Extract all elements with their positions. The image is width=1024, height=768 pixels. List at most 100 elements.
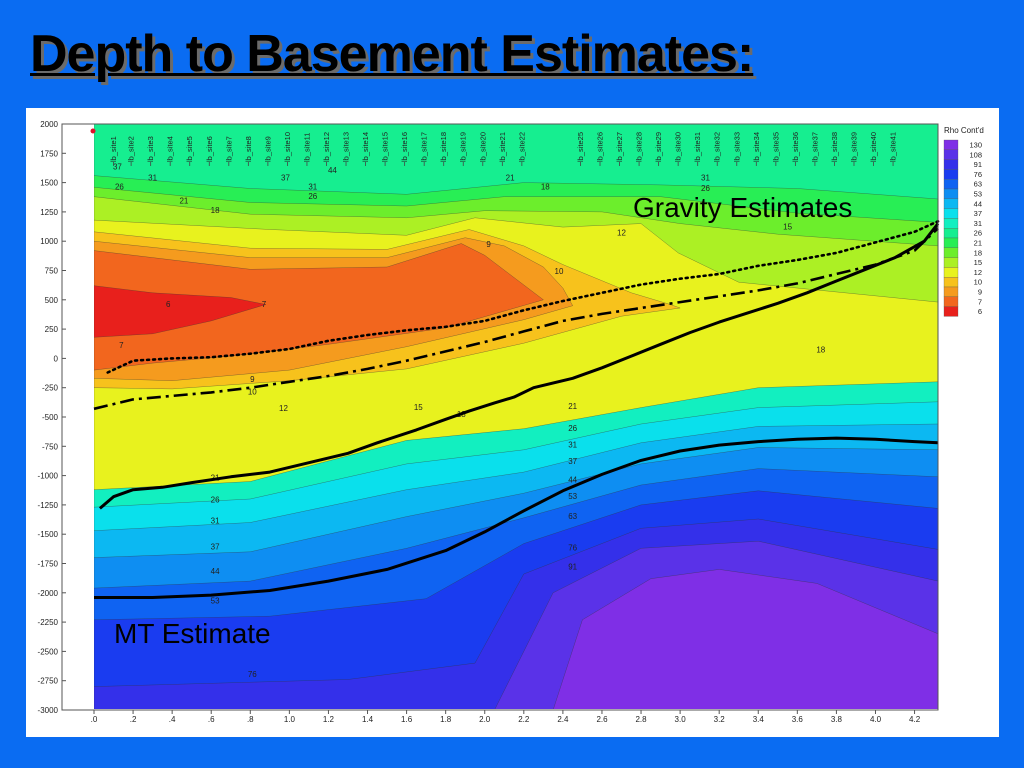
contour-label: 9 xyxy=(250,375,255,384)
y-tick-label: -1000 xyxy=(38,472,59,481)
y-tick-label: 750 xyxy=(45,267,59,276)
x-tick-label: 2.2 xyxy=(518,715,530,724)
x-tick-label: 2.6 xyxy=(596,715,608,724)
station-label: lb_site7 xyxy=(224,136,233,162)
station-label: lb_site17 xyxy=(420,132,429,162)
legend-label: 12 xyxy=(974,268,982,277)
x-tick-label: 4.0 xyxy=(870,715,882,724)
x-tick-label: 1.2 xyxy=(323,715,335,724)
legend-title: Rho Cont'd xyxy=(944,126,984,135)
station-label: lb_site19 xyxy=(459,132,468,162)
y-tick-label: -1500 xyxy=(38,530,59,539)
x-axis: .0 .2 .4 .6 .8 1.0 1.2 1.4 1.6 1.8 2.0 2.2 2.4 2.6 2.8… xyxy=(91,710,921,724)
contour-label: 12 xyxy=(279,404,288,413)
contour-label: 15 xyxy=(414,403,423,412)
legend-label: 6 xyxy=(978,307,982,316)
contour-label: 21 xyxy=(568,402,577,411)
contour-label: 10 xyxy=(248,388,257,397)
legend-label: 76 xyxy=(974,170,982,179)
station-label: lb_site37 xyxy=(810,132,819,162)
y-tick-label: -1250 xyxy=(38,501,59,510)
series-line-dotted-2 xyxy=(106,220,940,374)
legend: Rho Cont'd130108917663534437312621181512… xyxy=(943,126,984,317)
station-label: lb_site11 xyxy=(303,133,312,162)
legend-label: 108 xyxy=(969,150,982,159)
legend-label: 37 xyxy=(974,209,982,218)
x-tick-label: 2.4 xyxy=(557,715,569,724)
station-label: lb_site32 xyxy=(713,132,722,162)
series-line-dashdot-1 xyxy=(93,227,939,411)
legend-swatch xyxy=(943,286,959,297)
station-label: lb_site16 xyxy=(400,132,409,162)
station-label: lb_site31 xyxy=(693,132,702,162)
legend-swatch xyxy=(943,247,959,258)
legend-swatch xyxy=(943,296,959,307)
station-label: lb_site29 xyxy=(654,132,663,162)
station-label: lb_site14 xyxy=(361,132,370,162)
y-tick-label: 1250 xyxy=(40,208,58,217)
station-label: lb_site22 xyxy=(517,132,526,162)
station-label: lb_site33 xyxy=(732,132,741,162)
contour-label: 21 xyxy=(179,197,188,206)
station-label: lb_site2 xyxy=(127,136,136,162)
x-tick-label: 3.0 xyxy=(675,715,687,724)
y-tick-label: -2500 xyxy=(38,647,59,656)
station-label: lb_site34 xyxy=(752,132,761,162)
contour-label: 12 xyxy=(617,228,626,237)
y-tick-label: 0 xyxy=(54,354,59,363)
contour-label: 44 xyxy=(328,166,337,175)
x-tick-label: .2 xyxy=(130,715,137,724)
station-label: lb_site20 xyxy=(478,132,487,162)
contour-label: 53 xyxy=(211,596,220,605)
legend-label: 26 xyxy=(974,229,982,238)
y-tick-label: -3000 xyxy=(38,706,59,715)
station-label: lb_site40 xyxy=(869,132,878,162)
y-tick-label: -1750 xyxy=(38,560,59,569)
y-tick-label: 1750 xyxy=(40,149,58,158)
slide-title: Depth to Basement Estimates: xyxy=(30,25,754,83)
station-labels: lb_site1 lb_site2 lb_site3 lb_site4 lb_site5… xyxy=(109,132,898,166)
x-tick-label: 3.4 xyxy=(753,715,765,724)
station-label: lb_site39 xyxy=(850,132,859,162)
contour-label: 31 xyxy=(148,173,157,182)
legend-swatch xyxy=(943,277,959,288)
station-label: lb_site41 xyxy=(889,132,898,162)
mt-estimate-label: MT Estimate xyxy=(114,618,271,649)
series-line-solid-3 xyxy=(94,436,939,599)
legend-swatch xyxy=(943,188,959,199)
gravity-estimates-label: Gravity Estimates xyxy=(633,192,852,223)
contour-label: 10 xyxy=(555,267,564,276)
station-label: lb_site9 xyxy=(263,136,272,162)
y-tick-label: -500 xyxy=(42,413,59,422)
y-tick-label: 1000 xyxy=(40,237,58,246)
resistivity-color-fill xyxy=(94,124,938,709)
origin-marker xyxy=(90,128,96,134)
legend-label: 10 xyxy=(974,278,982,287)
y-tick-label: 250 xyxy=(45,325,59,334)
chart-panel: 37 31 26 21 18 44 37 31 26 21 18 31 26 15 12 9 10 6 7 7 18 9 1… xyxy=(26,108,999,737)
contour-label: 31 xyxy=(211,517,220,526)
contour-label: 31 xyxy=(701,173,710,182)
contour-label: 37 xyxy=(281,173,290,182)
y-tick-label: -750 xyxy=(42,442,59,451)
contour-label: 9 xyxy=(486,240,491,249)
legend-swatch xyxy=(943,267,959,278)
station-label: lb_site18 xyxy=(439,132,448,162)
legend-label: 9 xyxy=(978,288,982,297)
y-tick-label: 2000 xyxy=(40,120,58,129)
contour-label: 44 xyxy=(568,476,577,485)
x-tick-label: .6 xyxy=(208,715,215,724)
legend-swatch xyxy=(943,228,959,239)
legend-label: 21 xyxy=(974,239,982,248)
station-label: lb_site26 xyxy=(596,132,605,162)
contour-label: 26 xyxy=(701,184,710,193)
station-label: lb_site3 xyxy=(146,136,155,162)
y-tick-label: -2750 xyxy=(38,677,59,686)
station-label: lb_site1 xyxy=(109,136,118,162)
legend-label: 53 xyxy=(974,190,982,199)
contour-label: 7 xyxy=(262,300,267,309)
legend-label: 44 xyxy=(974,199,982,208)
x-tick-label: .4 xyxy=(169,715,176,724)
